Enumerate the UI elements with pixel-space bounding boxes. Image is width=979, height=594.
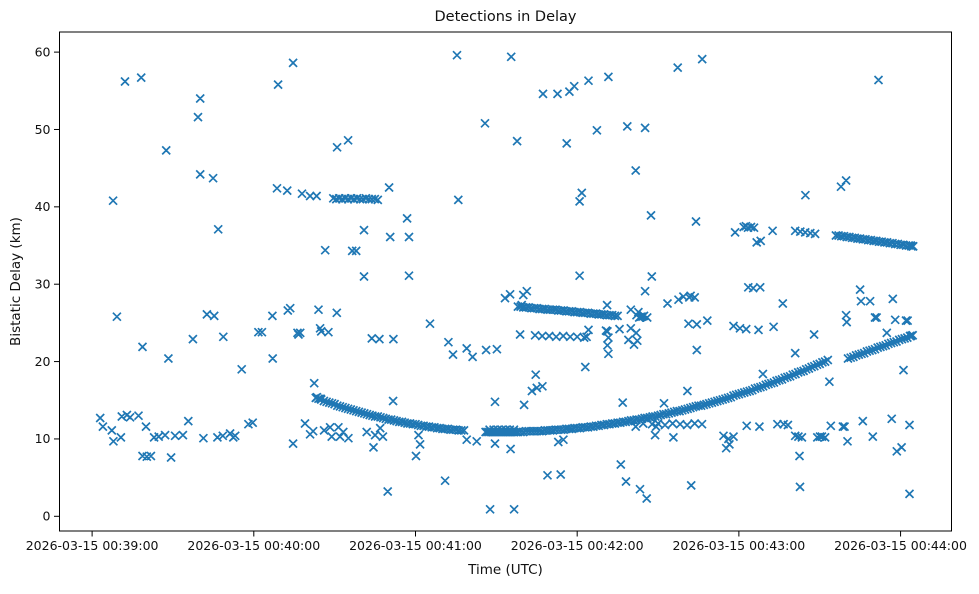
- y-axis-ticks: 0 10 20 30 40 50 60: [35, 44, 60, 524]
- y-tick-label: 10: [35, 431, 51, 446]
- plot-border: [59, 31, 952, 532]
- x-axis-ticks: 2026-03-15 00:39:00 2026-03-15 00:40:00 20…: [26, 531, 967, 553]
- x-tick-label: 2026-03-15 00:39:00: [26, 538, 159, 553]
- x-tick-label: 2026-03-15 00:40:00: [187, 538, 320, 553]
- x-axis-label: Time (UTC): [467, 562, 543, 578]
- x-tick-label: 2026-03-15 00:42:00: [511, 538, 644, 553]
- y-tick-label: 40: [35, 199, 51, 214]
- x-tick-label: 2026-03-15 00:44:00: [834, 538, 967, 553]
- y-tick-label: 0: [43, 509, 51, 524]
- y-tick-label: 50: [35, 122, 51, 137]
- y-tick-label: 60: [35, 44, 51, 59]
- y-tick-label: 30: [35, 277, 51, 292]
- scatter-points: [95, 50, 918, 514]
- y-axis-label: Bistatic Delay (km): [8, 217, 24, 346]
- x-tick-label: 2026-03-15 00:41:00: [349, 538, 482, 553]
- y-tick-label: 20: [35, 354, 51, 369]
- chart-title: Detections in Delay: [434, 9, 576, 25]
- x-tick-label: 2026-03-15 00:43:00: [672, 538, 805, 553]
